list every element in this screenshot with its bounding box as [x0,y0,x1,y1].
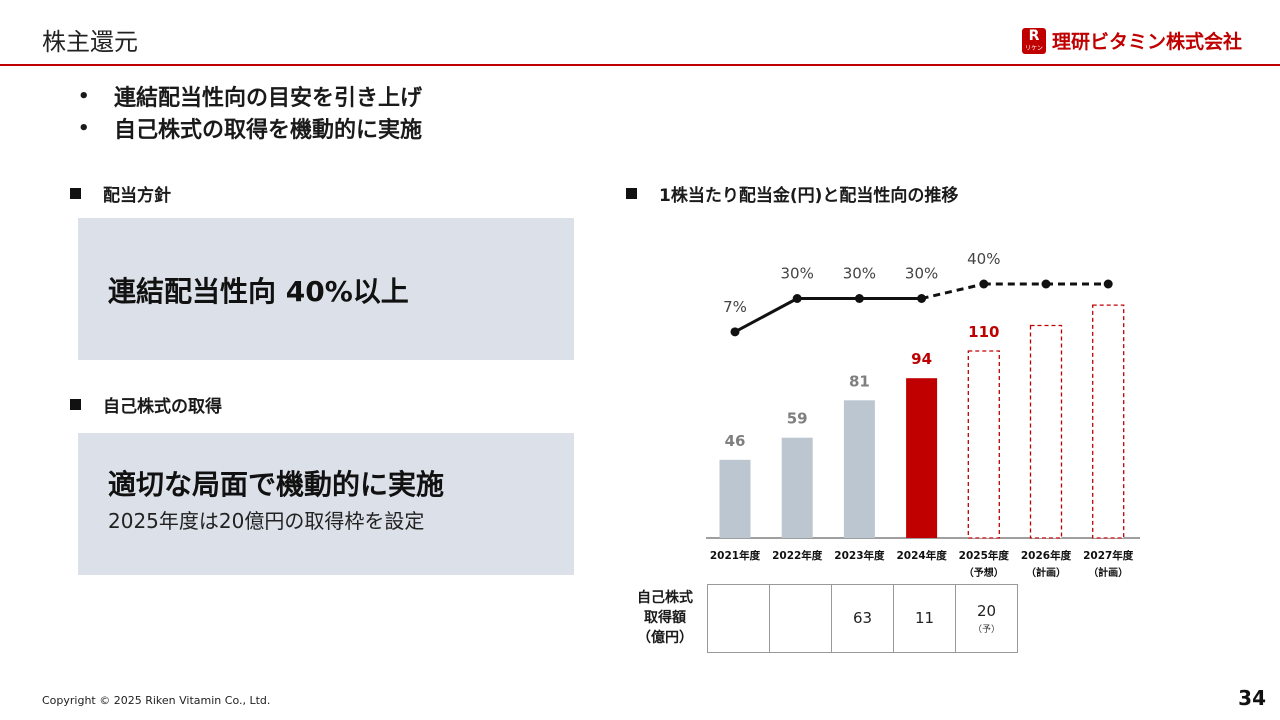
x-tick-label: 2025年度 [959,549,1010,562]
payout-point [1041,279,1051,289]
bar-value-label: 94 [911,350,932,368]
table-cell [707,584,770,653]
cell-value: 20 [976,602,997,620]
payout-label: 30% [781,265,814,283]
key-point-text: 連結配当性向の目安を引き上げ [114,86,423,111]
bar-value-label: 59 [787,410,808,428]
buyback-table-label: 自己株式 取得額 （億円） [620,588,710,648]
buyback-table-label-line: 自己株式 [637,590,693,606]
table-cell: 63 [831,584,894,653]
square-bullet-icon [70,399,81,410]
bar-1 [719,459,751,538]
bar-2 [781,437,813,538]
payout-line-segment [921,282,985,300]
x-tick-label: 2021年度 [710,549,761,562]
page-title: 株主還元 [42,28,138,56]
bar-3 [843,400,875,538]
header-rule [0,64,1280,66]
x-tick-note: （予想） [964,566,1004,579]
x-tick-label: 2024年度 [896,549,947,562]
bar-value-label: 46 [725,432,746,450]
bullet-dot: • [78,85,90,107]
payout-point [917,294,927,303]
x-tick-label: 2022年度 [772,549,823,562]
payout-label: 30% [905,265,938,283]
logo-mark-caption: リケン [1025,44,1043,52]
bar-4 [906,378,938,538]
key-point-text: 自己株式の取得を機動的に実施 [114,118,423,143]
key-point: • 連結配当性向の目安を引き上げ [78,80,422,112]
x-tick-note: （計画） [1088,566,1128,579]
company-logo: R リケン 理研ビタミン株式会社 [1022,27,1242,54]
dividend-policy-box: 連結配当性向 40%以上 [78,218,574,360]
dividend-policy-text: 連結配当性向 40%以上 [108,275,409,308]
payout-label: 30% [843,265,876,283]
table-row: 63 11 20 （予） [707,584,1018,653]
chart-heading-text: 1株当たり配当金(円)と配当性向の推移 [659,186,959,206]
payout-line-segment [734,297,798,334]
key-point: • 自己株式の取得を機動的に実施 [78,112,422,144]
x-tick-label: 2027年度 [1083,549,1134,562]
payout-label: 7% [723,298,747,316]
bar-6 [1029,324,1063,539]
dividend-policy-heading-text: 配当方針 [103,186,171,206]
square-bullet-icon [626,188,637,199]
payout-point [854,294,864,303]
bar-7 [1092,304,1125,539]
page-number: 34 [1238,686,1266,710]
x-tick-note: （計画） [1026,566,1066,579]
buyback-sub-text: 2025年度は20億円の取得枠を設定 [108,509,425,533]
payout-label: 40% [967,250,1000,268]
buyback-table: 63 11 20 （予） [707,584,1018,653]
buyback-main-text: 適切な局面で機動的に実施 [108,468,445,501]
buyback-table-label-line: 取得額 [644,610,686,626]
payout-point [979,279,989,289]
x-tick-label: 2023年度 [834,549,885,562]
copyright: Copyright © 2025 Riken Vitamin Co., Ltd. [42,694,271,707]
bar-value-label: 81 [849,372,870,390]
x-tick-label: 2026年度 [1021,549,1072,562]
cell-value: 11 [914,608,935,627]
chart-heading: 1株当たり配当金(円)と配当性向の推移 [626,181,958,206]
key-points: • 連結配当性向の目安を引き上げ • 自己株式の取得を機動的に実施 [78,80,422,144]
buyback-box: 適切な局面で機動的に実施 2025年度は20億円の取得枠を設定 [78,433,574,575]
logo-text: 理研ビタミン株式会社 [1052,31,1243,53]
bar-value-label: 110 [968,323,999,341]
logo-mark: R リケン [1022,27,1046,54]
buyback-table-label-line: （億円） [637,630,693,646]
payout-point [730,327,740,337]
dividend-policy-heading: 配当方針 [70,181,171,206]
table-cell [769,584,832,653]
buyback-heading-text: 自己株式の取得 [103,397,222,417]
table-cell: 20 （予） [955,584,1018,653]
buyback-heading: 自己株式の取得 [70,392,222,417]
square-bullet-icon [70,188,81,199]
table-cell: 11 [893,584,956,653]
cell-note: （予） [972,625,1000,635]
bullet-dot: • [78,117,90,139]
logo-mark-letter: R [1028,27,1040,44]
bar-5 [967,350,1000,539]
payout-point [1103,279,1113,289]
cell-value: 63 [852,608,873,627]
payout-point [792,294,802,303]
